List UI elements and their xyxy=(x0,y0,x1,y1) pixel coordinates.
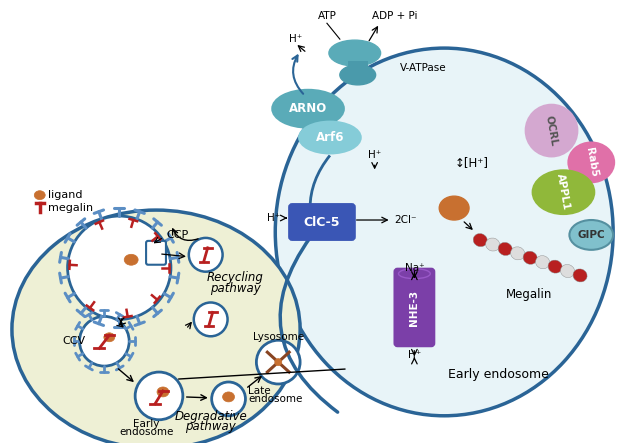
Text: pathway: pathway xyxy=(185,420,236,433)
Text: Lysosome: Lysosome xyxy=(253,332,304,342)
Text: OCRL: OCRL xyxy=(544,115,559,147)
Ellipse shape xyxy=(329,40,380,66)
FancyBboxPatch shape xyxy=(289,204,355,240)
Ellipse shape xyxy=(568,143,614,182)
Text: Early endosome: Early endosome xyxy=(448,368,549,381)
Ellipse shape xyxy=(561,265,575,278)
Text: CCP: CCP xyxy=(166,230,188,240)
Text: NHE-3: NHE-3 xyxy=(410,289,419,325)
Ellipse shape xyxy=(526,105,577,156)
Ellipse shape xyxy=(570,220,613,250)
FancyBboxPatch shape xyxy=(394,269,434,346)
Text: Early: Early xyxy=(133,419,159,429)
Ellipse shape xyxy=(340,65,376,85)
Ellipse shape xyxy=(548,260,562,273)
Ellipse shape xyxy=(523,251,537,264)
Ellipse shape xyxy=(157,387,169,397)
Text: endosome: endosome xyxy=(248,394,303,404)
Text: ATP: ATP xyxy=(318,11,337,21)
Ellipse shape xyxy=(12,210,300,444)
Text: H⁺: H⁺ xyxy=(267,213,280,223)
Text: Megalin: Megalin xyxy=(505,288,552,301)
Text: ligand: ligand xyxy=(48,190,82,200)
Ellipse shape xyxy=(275,48,613,416)
Ellipse shape xyxy=(124,254,138,265)
Ellipse shape xyxy=(223,392,234,402)
Circle shape xyxy=(194,302,227,336)
Text: H⁺: H⁺ xyxy=(408,350,421,360)
Circle shape xyxy=(79,317,129,366)
Ellipse shape xyxy=(486,238,500,251)
Text: Degradative: Degradative xyxy=(174,410,247,423)
Ellipse shape xyxy=(34,190,45,200)
Ellipse shape xyxy=(533,170,594,214)
Circle shape xyxy=(211,382,246,416)
Text: V-ATPase: V-ATPase xyxy=(399,63,446,73)
Text: ADP + Pi: ADP + Pi xyxy=(371,11,417,21)
FancyBboxPatch shape xyxy=(146,241,166,265)
Text: APPL1: APPL1 xyxy=(555,173,572,211)
Ellipse shape xyxy=(272,90,344,127)
Text: Recycling: Recycling xyxy=(207,271,264,284)
Ellipse shape xyxy=(439,196,469,220)
Ellipse shape xyxy=(275,359,282,365)
Ellipse shape xyxy=(498,242,512,255)
Text: GIPC: GIPC xyxy=(577,230,605,240)
Ellipse shape xyxy=(104,333,115,342)
Circle shape xyxy=(67,216,171,319)
Text: Late: Late xyxy=(248,386,271,396)
Ellipse shape xyxy=(535,256,550,269)
Text: ARNO: ARNO xyxy=(289,102,327,115)
Ellipse shape xyxy=(473,234,487,247)
Circle shape xyxy=(135,372,183,420)
Text: endosome: endosome xyxy=(119,427,173,437)
Bar xyxy=(348,61,368,71)
Circle shape xyxy=(189,238,223,272)
Text: Rab5: Rab5 xyxy=(584,147,599,178)
Text: Arf6: Arf6 xyxy=(316,131,344,144)
Ellipse shape xyxy=(299,122,361,154)
Text: ↕[H⁺]: ↕[H⁺] xyxy=(455,156,489,169)
Circle shape xyxy=(257,340,300,384)
Ellipse shape xyxy=(511,247,525,260)
Text: H⁺: H⁺ xyxy=(368,151,381,160)
Ellipse shape xyxy=(573,269,587,282)
Text: CCV: CCV xyxy=(62,336,85,346)
Text: ClC-5: ClC-5 xyxy=(304,215,340,229)
Text: megalin: megalin xyxy=(48,203,93,213)
Text: pathway: pathway xyxy=(210,282,261,295)
Text: 2Cl⁻: 2Cl⁻ xyxy=(394,215,417,225)
Ellipse shape xyxy=(399,269,431,279)
Text: H⁺: H⁺ xyxy=(288,34,302,44)
Text: Na⁺: Na⁺ xyxy=(404,263,424,273)
